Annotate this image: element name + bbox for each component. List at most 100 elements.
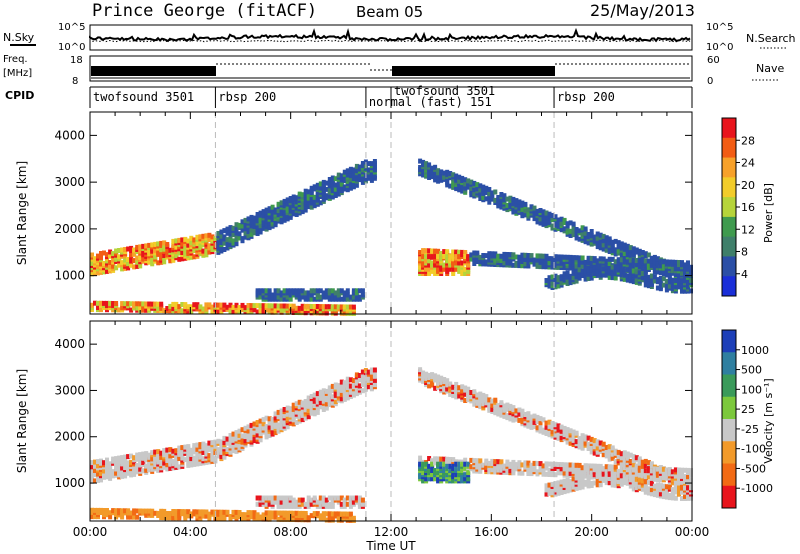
echo-cell [559, 479, 564, 485]
echo-cell [463, 457, 468, 463]
echo-cell [484, 394, 489, 400]
echo-cell [646, 274, 651, 280]
echo-cell [541, 427, 546, 433]
echo-cell [556, 283, 561, 289]
echo-cell [120, 305, 125, 311]
echo-cell [556, 264, 561, 270]
echo-cell [159, 454, 164, 460]
echo-cell [255, 512, 260, 518]
echo-cell [165, 458, 170, 463]
echo-cell [574, 235, 579, 241]
echo-cell [646, 486, 651, 492]
echo-cell [592, 480, 597, 486]
echo-cell [439, 456, 444, 462]
echo-cell [689, 288, 693, 294]
echo-cell [535, 469, 540, 475]
echo-cell [436, 456, 441, 462]
cpid-segment-label: rbsp 200 [218, 90, 276, 104]
echo-cell [189, 304, 194, 310]
echo-cell [683, 278, 687, 284]
echo-cell [303, 403, 308, 409]
echo-cell [252, 421, 257, 427]
echo-cell [300, 410, 305, 416]
echo-cell [680, 467, 684, 473]
echo-cell [646, 460, 651, 466]
echo-cell [481, 397, 486, 402]
echo-cell [174, 509, 179, 515]
echo-cell [439, 461, 444, 467]
echo-cell [625, 480, 630, 486]
echo-cell [165, 242, 170, 247]
echo-cell [267, 510, 272, 516]
echo-cell [583, 471, 588, 477]
echo-cell [616, 265, 621, 271]
echo-cell [315, 304, 320, 309]
echo-cell [207, 243, 212, 249]
echo-cell [150, 259, 155, 265]
echo-cell [580, 441, 585, 447]
echo-cell [252, 303, 257, 309]
echo-cell [345, 501, 350, 507]
echo-cell [631, 486, 636, 492]
colorbar-tick-label: 8 [741, 246, 748, 259]
echo-cell [279, 303, 284, 309]
echo-cell [342, 184, 347, 190]
echo-cell [318, 185, 323, 191]
echo-cell [436, 470, 441, 476]
echo-cell [186, 509, 191, 515]
echo-cell [354, 294, 359, 300]
echo-cell [114, 301, 119, 306]
echo-cell [547, 260, 552, 266]
echo-cell [469, 179, 474, 185]
echo-cell [628, 469, 633, 475]
echo-cell [469, 185, 474, 191]
echo-cell [421, 370, 426, 376]
echo-cell [225, 447, 230, 452]
echo-cell [108, 514, 113, 520]
echo-cell [643, 276, 648, 281]
echo-cell [547, 467, 552, 473]
colorbar-tick-label: 24 [741, 157, 755, 170]
echo-cell [661, 269, 666, 275]
echo-cell [502, 193, 507, 199]
echo-cell [162, 513, 167, 518]
echo-cell [90, 507, 94, 513]
echo-cell [649, 487, 654, 493]
echo-cell [114, 265, 119, 271]
echo-cell [171, 448, 176, 454]
colorbar-tick-label: 4 [741, 268, 748, 281]
echo-cell [129, 510, 134, 516]
echo-cell [246, 510, 251, 516]
echo-cell [141, 451, 146, 457]
echo-cell [613, 459, 618, 465]
echo-cell [508, 195, 513, 201]
echo-cell [273, 303, 278, 309]
colorbar-tick-label: -1000 [741, 482, 773, 495]
echo-cell [96, 463, 100, 469]
echo-cell [478, 458, 483, 464]
echo-cell [686, 260, 690, 266]
echo-cell [348, 495, 353, 501]
echo-cell [99, 300, 103, 306]
echo-cell [622, 242, 627, 248]
echo-cell [120, 266, 125, 272]
echo-cell [279, 423, 284, 429]
echo-cell [270, 510, 275, 516]
echo-cell [526, 253, 531, 258]
echo-cell [559, 424, 564, 430]
echo-cell [664, 259, 669, 265]
echo-cell [511, 405, 516, 411]
echo-cell [523, 252, 528, 258]
echo-cell [427, 271, 432, 276]
echo-cell [643, 483, 648, 489]
echo-cell [246, 303, 251, 308]
echo-cell [631, 246, 636, 252]
echo-cell [571, 221, 576, 227]
echo-cell [562, 466, 567, 472]
echo-cell [330, 394, 335, 400]
echo-cell [369, 175, 374, 181]
echo-cell [535, 208, 540, 214]
echo-cell [261, 303, 266, 309]
echo-cell [345, 511, 350, 517]
echo-cell [153, 449, 158, 455]
